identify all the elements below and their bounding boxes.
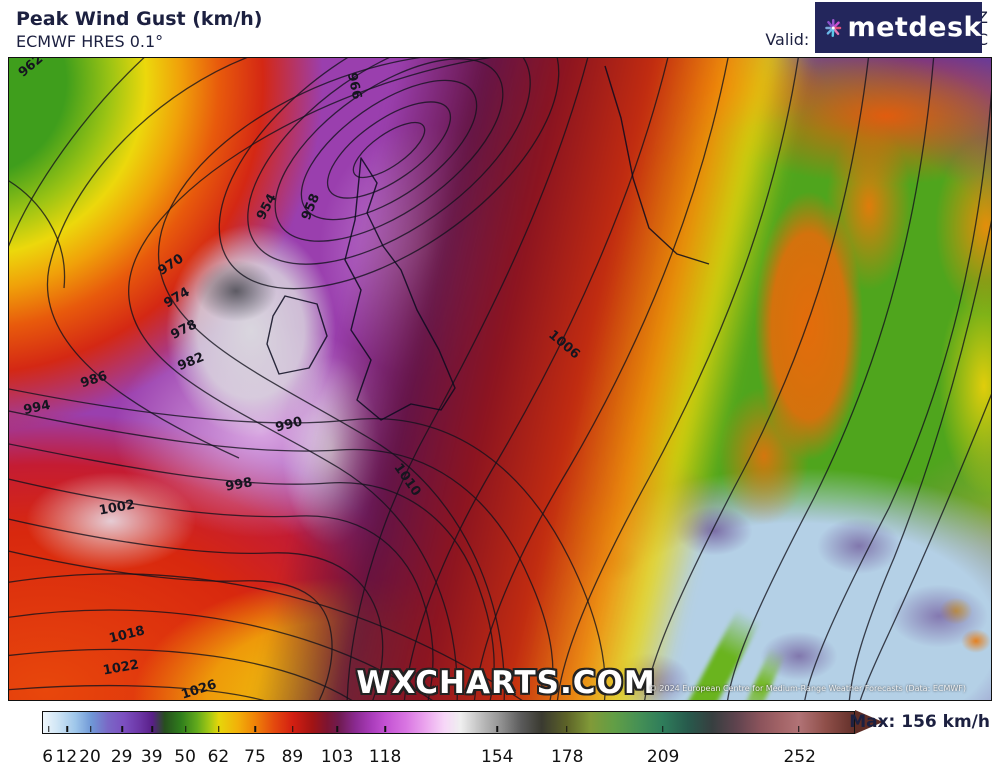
legend-tick-label: 39 — [140, 747, 163, 767]
legend-tick — [151, 726, 154, 732]
legend-tick — [218, 726, 220, 732]
legend-tick — [184, 726, 187, 732]
legend-tick — [47, 726, 50, 732]
copyright-attribution: © 2024 European Centre for Medium-Range … — [648, 684, 966, 693]
legend-tick — [121, 726, 124, 732]
legend-tick — [254, 726, 257, 732]
isobar-contours — [9, 58, 991, 700]
colorbar-wrap: 6 12 20 29 39 50 62 75 89 103 118 154 178 209 252 — [42, 710, 883, 767]
metdesk-logo: metdesk — [815, 2, 982, 53]
legend-tick — [90, 726, 92, 732]
legend-tick — [496, 726, 498, 732]
wind-gust-map: 962 966 954 958 970 974 978 982 986 990 994 998 1002… — [8, 57, 992, 701]
legend-tick — [661, 726, 664, 732]
legend-tick-label: 75 — [244, 747, 266, 767]
legend-tick-label: 89 — [281, 747, 304, 767]
model-subtitle: ECMWF HRES 0.1° — [16, 32, 164, 51]
legend-tick-label: 50 — [174, 747, 196, 767]
legend: 6 12 20 29 39 50 62 75 89 103 118 154 178 209 252 Max:… — [0, 701, 1000, 767]
legend-tick — [66, 726, 69, 732]
legend-tick — [566, 726, 568, 732]
legend-tick-label: 252 — [783, 747, 816, 767]
legend-tick-label: 29 — [110, 747, 133, 767]
max-gust-label: Max: 156 km/h — [849, 712, 990, 732]
legend-tick-label: 154 — [481, 747, 514, 767]
legend-tick-label: 118 — [368, 747, 402, 767]
metdesk-logo-text: metdesk — [847, 12, 982, 43]
legend-tick — [798, 726, 800, 732]
legend-tick — [384, 726, 386, 732]
colorbar — [42, 711, 855, 734]
legend-tick-label: 12 — [55, 747, 78, 767]
legend-tick-label: 178 — [550, 747, 584, 767]
colorbar-arrow — [855, 710, 883, 734]
legend-tick-label: 20 — [79, 747, 101, 767]
wxcharts-watermark: WXCHARTS.COM — [356, 665, 656, 701]
legend-tick-label: 62 — [207, 747, 230, 767]
legend-tick — [292, 726, 294, 732]
legend-tick-label: 6 — [42, 747, 54, 767]
legend-tick-label: 209 — [646, 747, 680, 767]
page-title: Peak Wind Gust (km/h) — [16, 8, 263, 30]
legend-tick — [336, 726, 339, 732]
metdesk-asterisk-icon — [825, 18, 842, 37]
legend-tick-label: 103 — [320, 747, 354, 767]
